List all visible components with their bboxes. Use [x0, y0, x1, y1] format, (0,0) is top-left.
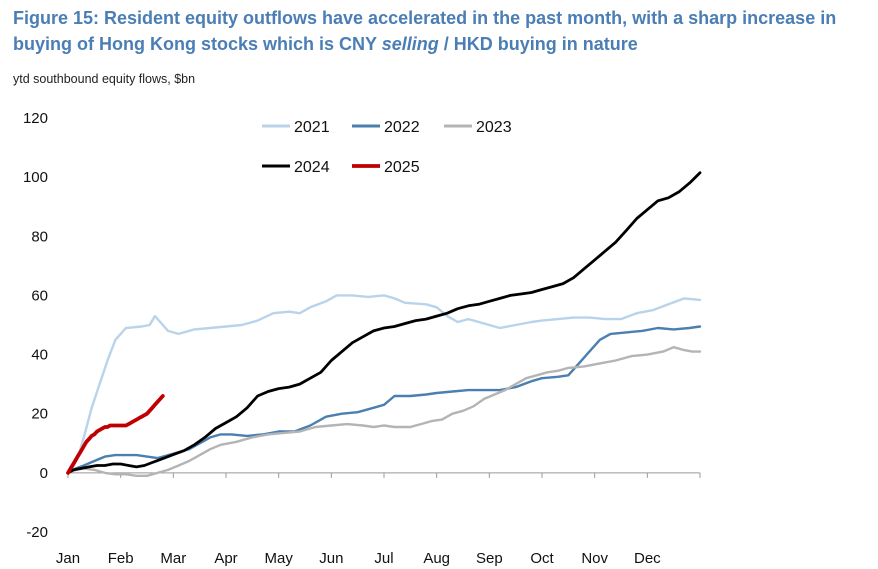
x-tick-label: Jan: [56, 550, 80, 567]
x-tick-label: May: [264, 550, 293, 567]
y-axis-labels: -20 0 20 40 60 80 100 120: [23, 110, 48, 541]
legend-label-2024: 2024: [294, 159, 330, 176]
series-line-2021: [66, 294, 702, 475]
x-axis-ticks: [67, 472, 701, 478]
x-tick-label: Oct: [530, 550, 554, 567]
legend-label-2022: 2022: [384, 119, 420, 136]
x-tick-label: Mar: [160, 550, 186, 567]
x-tick-label: Dec: [634, 550, 661, 567]
y-tick-label: 0: [40, 465, 48, 482]
y-tick-label: 40: [31, 347, 48, 364]
y-tick-label: -20: [26, 524, 48, 541]
y-tick-label: 120: [23, 110, 48, 127]
series-line-2023: [66, 346, 702, 477]
series-lines: [66, 171, 702, 477]
chart-title: Figure 15: Resident equity outflows have…: [13, 8, 837, 54]
y-tick-label: 60: [31, 287, 48, 304]
x-tick-label: Jun: [319, 550, 343, 567]
y-tick-label: 100: [23, 169, 48, 186]
series-line-2025: [66, 394, 165, 475]
x-tick-label: Jul: [374, 550, 393, 567]
x-tick-label: Apr: [214, 550, 237, 567]
y-tick-label: 20: [31, 406, 48, 423]
y-tick-label: 80: [31, 228, 48, 245]
chart-subtitle: ytd southbound equity flows, $bn: [13, 72, 196, 86]
legend-label-2021: 2021: [294, 119, 330, 136]
legend-label-2023: 2023: [476, 119, 512, 136]
x-axis-labels: Jan Feb Mar Apr May Jun Jul Aug Sep Oct Nov Dec: [56, 550, 661, 567]
series-line-2024: [66, 171, 702, 475]
x-tick-label: Nov: [581, 550, 608, 567]
legend-label-2025: 2025: [384, 159, 420, 176]
series-line-2022: [66, 325, 702, 475]
x-tick-label: Sep: [476, 550, 503, 567]
x-tick-label: Feb: [108, 550, 134, 567]
x-tick-label: Aug: [423, 550, 450, 567]
legend: 2021 2022 2023 2024 2025: [262, 119, 512, 176]
